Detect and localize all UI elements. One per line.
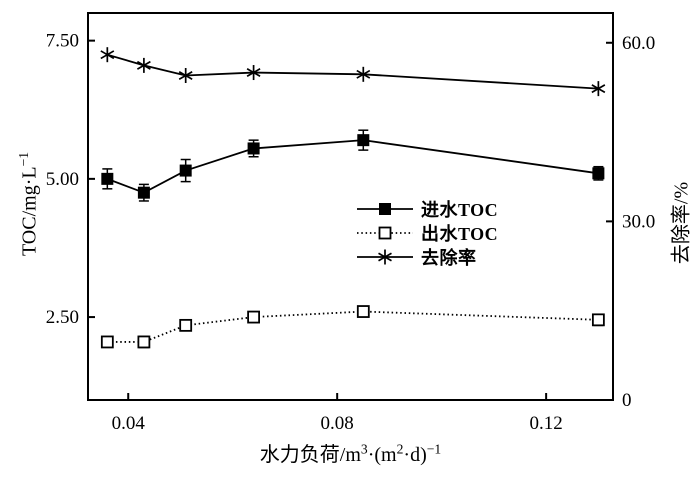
legend-marker bbox=[378, 249, 392, 265]
legend-marker bbox=[379, 203, 391, 215]
series-1 bbox=[100, 305, 605, 349]
legend-marker bbox=[378, 226, 392, 240]
svg-text:60.0: 60.0 bbox=[622, 33, 655, 54]
svg-text:0.12: 0.12 bbox=[530, 413, 563, 434]
svg-text:2.50: 2.50 bbox=[46, 307, 79, 328]
legend-item-removal-rate: 去除率 bbox=[356, 245, 498, 269]
legend-label: 进水TOC bbox=[421, 200, 499, 220]
svg-text:0.04: 0.04 bbox=[112, 413, 146, 434]
legend-item-inflow-toc: 进水TOC bbox=[356, 197, 498, 221]
svg-text:7.50: 7.50 bbox=[46, 31, 79, 52]
legend-label: 去除率 bbox=[421, 248, 477, 268]
series-0 bbox=[101, 129, 605, 202]
svg-text:0: 0 bbox=[622, 390, 632, 411]
legend: 进水TOC 出水TOC 去除率 bbox=[356, 197, 498, 269]
legend-item-outflow-toc: 出水TOC bbox=[356, 221, 498, 245]
series-2 bbox=[100, 47, 606, 97]
y-axis-label-right: 去除率/% bbox=[670, 181, 693, 265]
x-axis-label: 水力负荷/m3·(m2·d)−1 bbox=[259, 441, 442, 466]
axes: 2.50 5.00 7.50 0 30.0 60.0 0.04 0.08 0.12 bbox=[46, 31, 656, 434]
legend-marker-open-square-icon bbox=[357, 226, 413, 240]
svg-text:5.00: 5.00 bbox=[46, 169, 79, 190]
plot-border bbox=[87, 12, 614, 401]
legend-label: 出水TOC bbox=[421, 224, 499, 244]
legend-marker-asterisk-icon bbox=[357, 249, 413, 265]
legend-marker-filled-square-icon bbox=[357, 203, 413, 215]
svg-text:0.08: 0.08 bbox=[321, 413, 354, 434]
svg-text:30.0: 30.0 bbox=[622, 211, 655, 232]
y-axis-label-left: TOC/mg·L−1 bbox=[15, 151, 41, 257]
